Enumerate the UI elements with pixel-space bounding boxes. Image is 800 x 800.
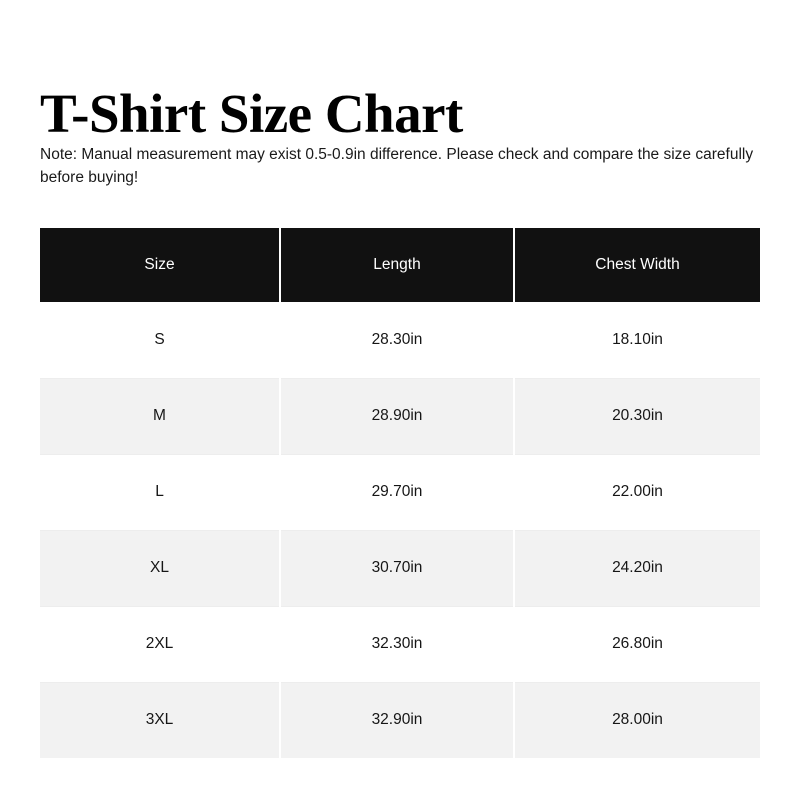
measurement-note: Note: Manual measurement may exist 0.5-0… (40, 145, 754, 186)
page-title: T-Shirt Size Chart (40, 82, 463, 144)
table-row: S 28.30in 18.10in (40, 302, 760, 379)
cell-length: 28.90in (280, 378, 515, 455)
cell-size: M (40, 378, 281, 455)
table-row: 3XL 32.90in 28.00in (40, 682, 760, 758)
cell-size: 3XL (40, 682, 281, 758)
cell-chest: 24.20in (514, 530, 760, 607)
column-header-length: Length (280, 228, 515, 302)
size-chart-table: Size Length Chest Width S 28.30in 18.10i… (40, 228, 760, 758)
cell-chest: 22.00in (514, 454, 760, 531)
cell-chest: 28.00in (514, 682, 760, 758)
cell-length: 30.70in (280, 530, 515, 607)
cell-length: 32.30in (280, 606, 515, 683)
cell-chest: 20.30in (514, 378, 760, 455)
cell-length: 32.90in (280, 682, 515, 758)
table-header-row: Size Length Chest Width (40, 228, 760, 302)
cell-chest: 18.10in (514, 302, 760, 379)
cell-length: 29.70in (280, 454, 515, 531)
table-body: S 28.30in 18.10in M 28.90in 20.30in L 29… (40, 302, 760, 758)
table-header: Size Length Chest Width (40, 228, 760, 302)
table-row: 2XL 32.30in 26.80in (40, 606, 760, 683)
table-row: M 28.90in 20.30in (40, 378, 760, 455)
cell-length: 28.30in (280, 302, 515, 379)
table-row: XL 30.70in 24.20in (40, 530, 760, 607)
table-row: L 29.70in 22.00in (40, 454, 760, 531)
cell-chest: 26.80in (514, 606, 760, 683)
cell-size: S (40, 302, 281, 379)
cell-size: L (40, 454, 281, 531)
size-table-container: Size Length Chest Width S 28.30in 18.10i… (40, 228, 760, 758)
cell-size: 2XL (40, 606, 281, 683)
column-header-size: Size (40, 228, 281, 302)
cell-size: XL (40, 530, 281, 607)
column-header-chest: Chest Width (514, 228, 760, 302)
